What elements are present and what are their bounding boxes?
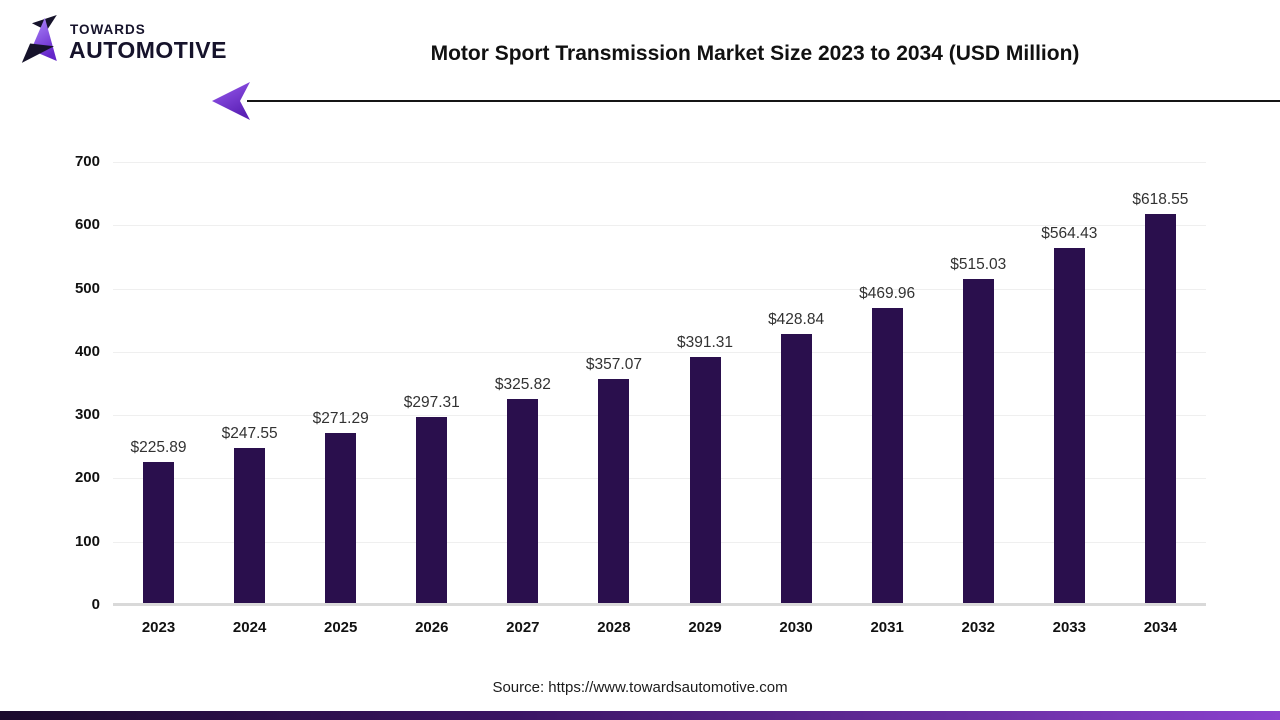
y-tick-label-500: 500: [74, 279, 100, 297]
bar-group-2034: $618.55: [1115, 162, 1206, 605]
x-tick-label-2034: 2034: [1143, 619, 1178, 636]
footer-gradient-bar: [0, 711, 1280, 720]
source-text: Source: https://www.towardsautomotive.co…: [492, 679, 788, 696]
bar-2034: [1144, 213, 1176, 605]
bar-group-2031: $469.96: [842, 162, 933, 605]
x-tick-label-2031: 2031: [870, 619, 904, 636]
y-axis: 0 100 200 300 400 500 600 700: [30, 153, 100, 613]
bar-2033: [1053, 247, 1085, 605]
y-tick-label-100: 100: [74, 532, 100, 550]
bar-group-2028: $357.07: [568, 162, 659, 605]
bar-group-2023: $225.89: [113, 162, 204, 605]
bar-group-2033: $564.43: [1024, 162, 1115, 605]
plot-area: $225.89 $247.55 $271.29 $297.31 $325.82 $357.…: [113, 162, 1206, 606]
gridline-300: [113, 415, 1206, 417]
bar-group-2032: $515.03: [933, 162, 1024, 605]
y-tick-label-200: 200: [74, 469, 100, 487]
y-tick-label-700: 700: [74, 153, 100, 170]
bar-value-label-2027: $325.82: [494, 375, 551, 393]
bar-group-2029: $391.31: [659, 162, 750, 605]
gridline-200: [113, 478, 1206, 480]
bar-2025: [325, 433, 357, 605]
x-tick-label-2028: 2028: [597, 619, 631, 636]
x-tick-label-2025: 2025: [324, 619, 358, 636]
x-axis-line: [113, 603, 1206, 606]
bar-2029: [689, 357, 721, 605]
bar-2023: [143, 462, 175, 605]
bar-group-2024: $247.55: [204, 162, 295, 605]
bar-value-label-2031: $469.96: [859, 284, 916, 302]
y-tick-label-400: 400: [74, 342, 100, 360]
y-tick-label-600: 600: [74, 216, 100, 234]
x-tick-label-2027: 2027: [506, 619, 540, 636]
bar-value-label-2034: $618.55: [1132, 190, 1189, 208]
gridline-500: [113, 288, 1206, 290]
logo-automotive-text: AUTOMOTIVE: [69, 37, 227, 63]
x-tick-label-2033: 2033: [1052, 619, 1086, 636]
bar-value-label-2033: $564.43: [1041, 224, 1098, 242]
towards-automotive-logo: TOWARDS AUTOMOTIVE: [20, 12, 227, 64]
bar-value-label-2023: $225.89: [130, 439, 187, 457]
gridline-400: [113, 351, 1206, 353]
arrow-left-icon: [212, 82, 250, 120]
bar-value-label-2029: $391.31: [676, 334, 734, 352]
bar-value-label-2032: $515.03: [950, 256, 1007, 274]
bar-2030: [780, 333, 812, 605]
bar-value-label-2025: $271.29: [312, 410, 369, 428]
y-tick-label-300: 300: [74, 406, 100, 424]
x-tick-label-2030: 2030: [779, 619, 813, 636]
bar-2026: [416, 416, 448, 605]
gridline-700: [113, 162, 1206, 163]
header-rule-line: [247, 100, 1280, 102]
bar-2024: [234, 448, 266, 605]
bar-value-label-2026: $297.31: [403, 393, 460, 411]
x-tick-label-2024: 2024: [232, 619, 267, 636]
bar-group-2025: $271.29: [295, 162, 386, 605]
x-tick-label-2026: 2026: [415, 619, 449, 636]
chart-title: Motor Sport Transmission Market Size 202…: [430, 42, 1080, 65]
x-axis: 2023 2024 2025 2026 2027 2028 2029 2030 2031 2032…: [113, 619, 1206, 636]
x-tick-label-2023: 2023: [141, 619, 176, 636]
bar-value-label-2024: $247.55: [221, 425, 278, 443]
bar-value-label-2028: $357.07: [585, 356, 642, 374]
bar-group-2030: $428.84: [751, 162, 842, 605]
x-tick-label-2032: 2032: [961, 619, 995, 636]
bar-2032: [962, 279, 994, 605]
bar-group-2027: $325.82: [477, 162, 568, 605]
bar-value-label-2030: $428.84: [768, 310, 825, 328]
logo-towards-text: TOWARDS: [70, 21, 146, 37]
gridline-600: [113, 225, 1206, 227]
x-tick-label-2029: 2029: [688, 619, 722, 636]
gridline-100: [113, 541, 1206, 543]
bars-row: $225.89 $247.55 $271.29 $297.31 $325.82 $357.…: [113, 162, 1206, 605]
logo-a-mark-icon: [21, 15, 57, 63]
bar-2031: [871, 307, 903, 605]
y-tick-label-0: 0: [91, 596, 100, 613]
bar-group-2026: $297.31: [386, 162, 477, 605]
bar-2027: [507, 398, 539, 605]
bar-2028: [598, 379, 630, 605]
logo-wordmark: TOWARDS AUTOMOTIVE: [69, 21, 227, 65]
